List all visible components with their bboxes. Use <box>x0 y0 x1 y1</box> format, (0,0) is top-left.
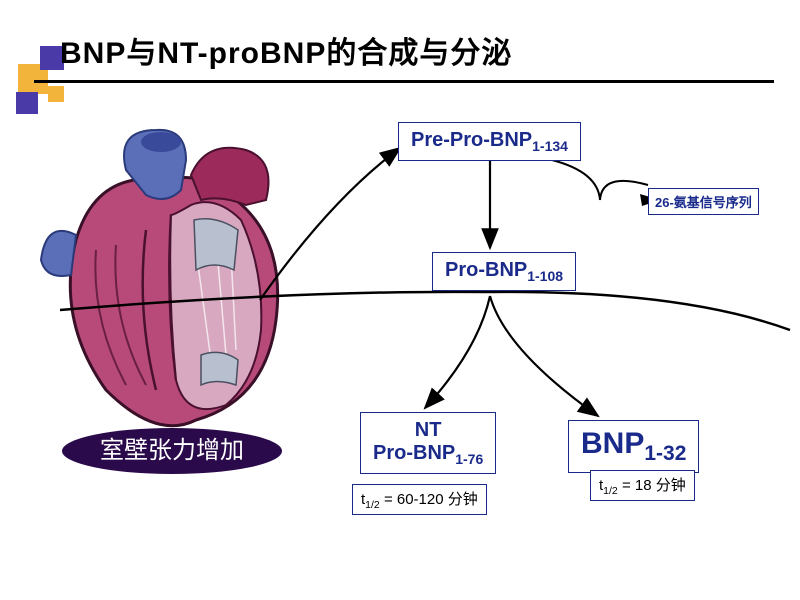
bnp-label: BNP <box>581 427 644 460</box>
pro-bnp-box: Pro-BNP1-108 <box>432 252 576 291</box>
pre-pro-bnp-box: Pre-Pro-BNP1-134 <box>398 122 581 161</box>
nt-probnp-line1: NT <box>415 419 442 441</box>
nt-probnp-box: NT Pro-BNP1-76 <box>360 412 496 474</box>
nt-hl-tail: = 60-120 分钟 <box>380 491 478 508</box>
bnp-hl-sub: 1/2 <box>603 485 618 497</box>
signal-seq-label: 26-氨基信号序列 <box>655 195 752 210</box>
nt-halflife-box: t1/2 = 60-120 分钟 <box>352 484 487 515</box>
bnp-halflife-box: t1/2 = 18 分钟 <box>590 470 695 501</box>
signal-seq-box: 26-氨基信号序列 <box>648 188 759 215</box>
pre-pro-bnp-label: Pre-Pro-BNP <box>411 129 532 151</box>
bnp-sub: 1-32 <box>644 442 686 465</box>
bnp-box: BNP1-32 <box>568 420 699 473</box>
pro-bnp-sub: 1-108 <box>527 268 563 284</box>
heart-illustration <box>16 120 316 440</box>
pro-bnp-label: Pro-BNP <box>445 259 527 281</box>
nt-probnp-sub: 1-76 <box>455 451 483 467</box>
nt-hl-sub: 1/2 <box>365 499 380 511</box>
wall-tension-label: 室壁张力增加 <box>62 428 282 474</box>
nt-probnp-line2: Pro-BNP <box>373 442 455 464</box>
pre-pro-bnp-sub: 1-134 <box>532 138 568 154</box>
bnp-hl-tail: = 18 分钟 <box>618 477 686 494</box>
page-title: BNP与NT-proBNP的合成与分泌 <box>60 28 512 72</box>
title-underline <box>34 80 774 83</box>
